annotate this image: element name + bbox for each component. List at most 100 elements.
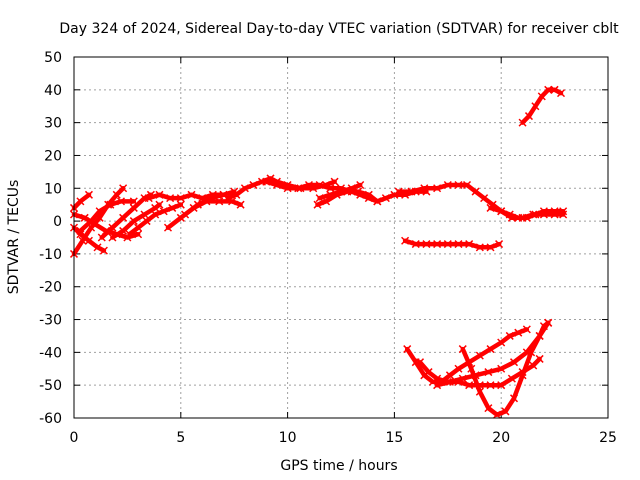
data-point (454, 240, 463, 249)
data-point (129, 217, 138, 226)
data-point (443, 240, 452, 249)
data-point (97, 233, 106, 242)
data-point (433, 184, 442, 193)
series-arc-18 (401, 236, 504, 252)
y-tick-label: -10 (39, 247, 62, 263)
data-point (332, 190, 341, 199)
data-point (364, 190, 373, 199)
data-point (471, 187, 480, 196)
data-point (458, 345, 467, 354)
data-point (524, 112, 533, 121)
x-tick-label: 20 (492, 430, 510, 446)
data-point (403, 345, 412, 354)
data-point (119, 184, 128, 193)
data-point (142, 217, 151, 226)
data-point (87, 217, 96, 226)
data-series (69, 85, 568, 419)
y-tick-label: -40 (39, 345, 62, 361)
data-point (106, 200, 115, 209)
data-point (99, 246, 108, 255)
y-axis-label: SDTVAR / TECUs (6, 180, 22, 295)
data-point (394, 187, 403, 196)
series-line (434, 320, 551, 388)
series-arc-8 (125, 200, 185, 239)
data-point (507, 374, 516, 383)
series-arc-19 (518, 85, 566, 127)
data-point (187, 190, 196, 199)
data-point (484, 368, 493, 377)
data-point (522, 348, 531, 357)
data-point (497, 364, 506, 373)
data-point (535, 354, 544, 363)
data-point (486, 243, 495, 252)
y-tick-label: 30 (44, 116, 62, 132)
y-tick-label: -30 (39, 313, 62, 329)
data-point (497, 338, 506, 347)
data-point (454, 180, 463, 190)
x-tick-label: 5 (176, 430, 185, 446)
data-point (433, 240, 442, 249)
y-tick-label: -60 (39, 411, 62, 427)
data-point (454, 364, 463, 373)
data-point (381, 194, 390, 203)
data-point (330, 177, 339, 186)
data-point (507, 213, 516, 222)
y-tick-label: 0 (53, 214, 62, 230)
data-point (518, 118, 527, 127)
data-point (556, 89, 566, 98)
data-point (116, 197, 126, 206)
data-point (283, 184, 292, 193)
data-point (313, 200, 322, 209)
data-point (497, 381, 506, 390)
data-point (501, 407, 510, 416)
data-point (462, 180, 472, 190)
data-point (484, 404, 493, 413)
data-point (475, 243, 484, 252)
y-tick-label: 40 (44, 83, 62, 99)
y-tick-label: -20 (39, 280, 62, 296)
data-point (531, 102, 540, 111)
data-point (134, 223, 143, 232)
data-point (93, 243, 102, 252)
data-point (326, 184, 335, 193)
data-point (559, 210, 568, 219)
data-point (539, 210, 548, 219)
data-point (518, 213, 527, 222)
data-point (176, 194, 185, 203)
data-point (80, 213, 89, 222)
series-arc-12 (223, 174, 339, 203)
data-point (420, 184, 429, 193)
data-point (76, 226, 85, 235)
data-point (544, 85, 553, 94)
data-point (84, 190, 93, 199)
data-point (206, 194, 215, 203)
data-point (492, 410, 501, 419)
y-tick-label: 20 (44, 148, 62, 164)
data-point (176, 200, 185, 209)
data-point (155, 190, 164, 199)
data-point (144, 194, 153, 203)
data-point (236, 200, 245, 209)
data-point (486, 203, 495, 212)
data-point (125, 230, 134, 239)
data-point (322, 197, 331, 206)
data-point (108, 233, 117, 242)
series-line (182, 192, 226, 217)
x-axis-label: GPS time / hours (280, 458, 397, 474)
y-tick-label: -50 (39, 378, 62, 394)
data-point (294, 184, 303, 193)
data-point (550, 85, 559, 94)
data-point (522, 325, 531, 334)
data-point (304, 180, 313, 190)
data-point (550, 210, 559, 219)
data-point (443, 180, 452, 190)
data-point (249, 180, 258, 190)
data-point (232, 190, 241, 199)
x-tick-label: 25 (599, 430, 617, 446)
data-point (433, 381, 442, 390)
data-point (315, 180, 324, 190)
data-point (465, 240, 474, 249)
data-point (129, 203, 138, 212)
data-point (416, 358, 425, 367)
